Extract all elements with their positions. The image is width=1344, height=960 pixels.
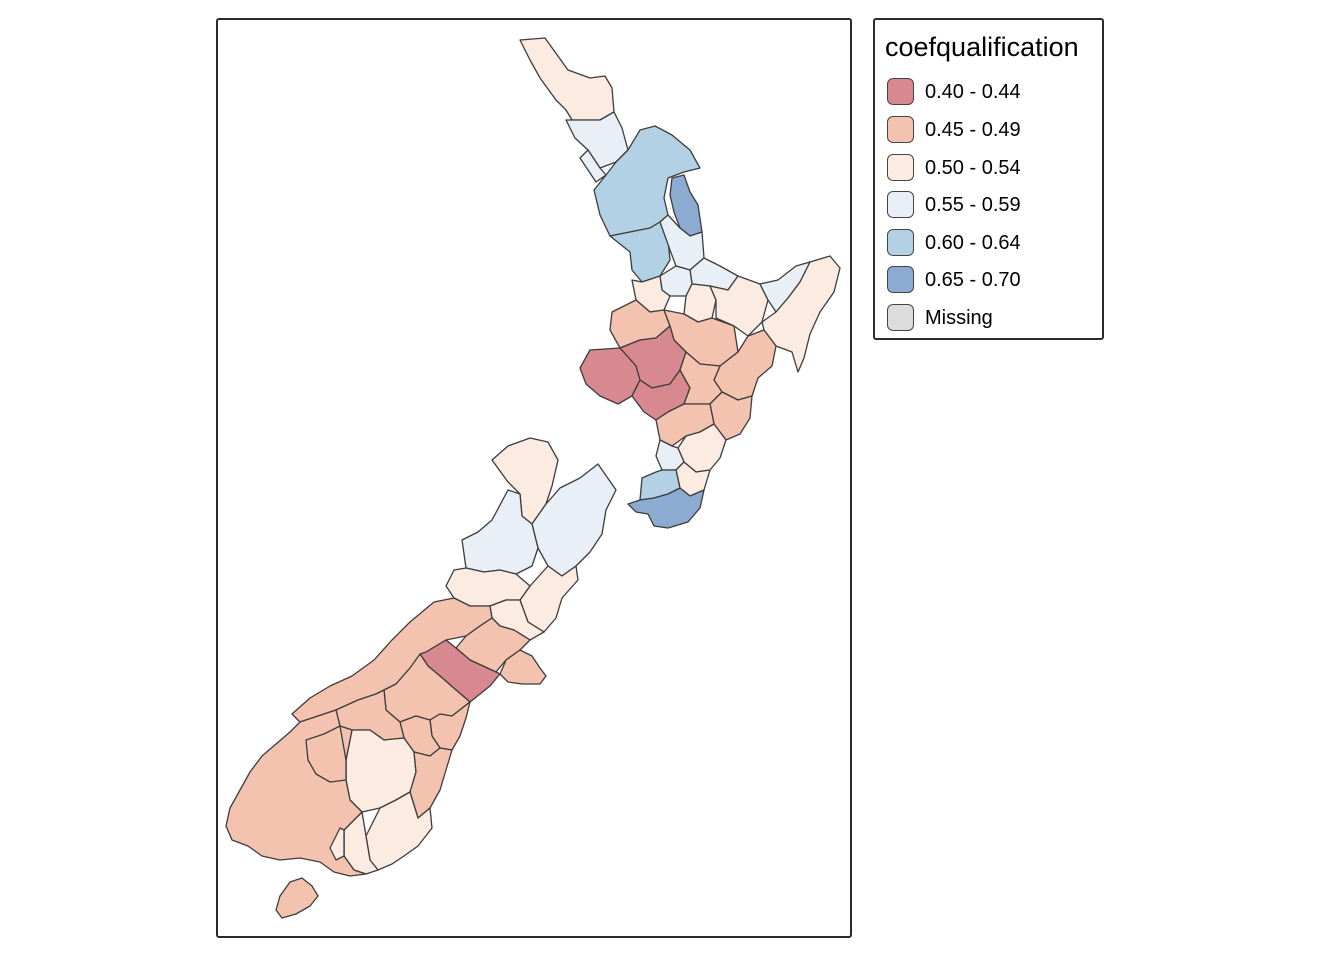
legend-label: 0.40 - 0.44 xyxy=(925,81,1021,103)
region-hauraki xyxy=(659,214,705,271)
region-far-north xyxy=(519,37,615,121)
region-waitaki xyxy=(409,747,453,819)
legend-item: 0.50 - 0.54 xyxy=(887,153,1097,183)
legend-swatch xyxy=(887,78,914,105)
legend-swatch xyxy=(887,266,914,293)
legend-item: 0.55 - 0.59 xyxy=(887,190,1097,220)
region-stewart-island xyxy=(275,877,319,919)
legend-title: coefqualification xyxy=(885,32,1079,62)
region-wellington xyxy=(627,487,705,529)
legend-label: 0.55 - 0.59 xyxy=(925,194,1021,216)
region-invercargill xyxy=(329,827,345,861)
legend-item: Missing xyxy=(887,303,1097,333)
legend-item: 0.65 - 0.70 xyxy=(887,265,1097,295)
legend-item: 0.40 - 0.44 xyxy=(887,77,1097,107)
region-gisborne xyxy=(761,255,841,373)
legend-swatch xyxy=(887,116,914,143)
map-legend: coefqualification 0.40 - 0.44 0.45 - 0.4… xyxy=(873,18,1104,340)
region-gore xyxy=(305,725,347,783)
legend-label: 0.60 - 0.64 xyxy=(925,232,1021,254)
region-waikato-north xyxy=(609,221,671,283)
region-christchurch xyxy=(499,649,547,685)
legend-swatch xyxy=(887,154,914,181)
legend-label: Missing xyxy=(925,307,993,329)
legend-item: 0.60 - 0.64 xyxy=(887,228,1097,258)
legend-swatch xyxy=(887,191,914,218)
region-tasman-north xyxy=(491,437,559,525)
legend-label: 0.45 - 0.49 xyxy=(925,119,1021,141)
region-marlborough xyxy=(531,463,617,577)
legend-item: 0.45 - 0.49 xyxy=(887,115,1097,145)
legend-swatch xyxy=(887,304,914,331)
region-taranaki xyxy=(579,347,641,405)
legend-swatch xyxy=(887,229,914,256)
legend-label: 0.50 - 0.54 xyxy=(925,157,1021,179)
legend-label: 0.65 - 0.70 xyxy=(925,269,1021,291)
region-kaipara xyxy=(579,149,607,183)
